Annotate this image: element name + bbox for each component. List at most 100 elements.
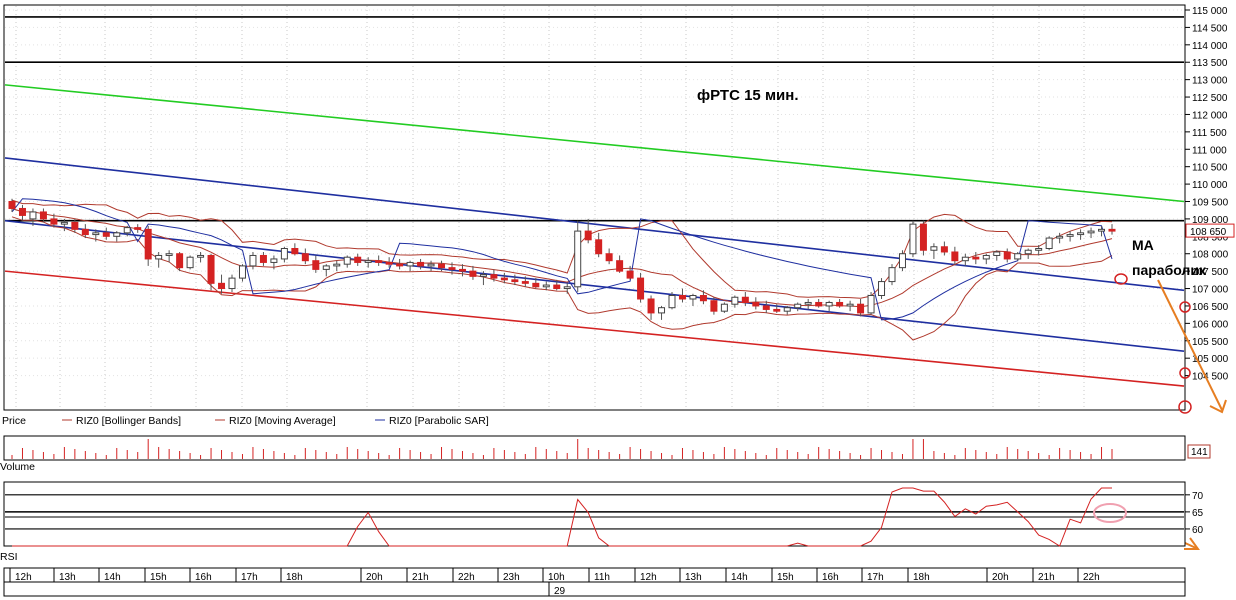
candle-body: [438, 263, 446, 269]
moving-average: [11, 208, 1113, 308]
candle-body: [1045, 237, 1053, 250]
date-label: 29: [554, 586, 566, 597]
candle-body: [1098, 228, 1106, 232]
trendline-red-lower: [4, 270, 1185, 387]
candle-body: [909, 223, 917, 255]
price-tick-label: 106 500: [1192, 302, 1229, 313]
time-tick-label: 22h: [1083, 572, 1100, 583]
time-tick-label: 20h: [992, 572, 1009, 583]
candle-body: [1087, 230, 1095, 234]
volume-label: Volume: [0, 461, 35, 473]
candle-body: [312, 260, 320, 270]
volume-panel-frame: [3, 435, 1186, 461]
parabolic-annotation: параболик: [1132, 262, 1207, 278]
candle-body: [637, 277, 645, 300]
price-tick-label: 111 500: [1192, 128, 1227, 139]
candle-body: [458, 268, 466, 272]
candles: [8, 198, 1116, 320]
candle-body: [616, 260, 624, 272]
price-tick-label: 110 500: [1192, 163, 1228, 174]
candle-body: [1035, 248, 1043, 251]
candle-body: [50, 218, 58, 225]
candle-body: [741, 296, 749, 303]
trendline-green: [4, 84, 1185, 203]
legend-bollinger-label: RIZ0 [Bollinger Bands]: [76, 415, 181, 427]
candle-body: [1077, 232, 1085, 236]
time-tick-label: 18h: [286, 572, 303, 583]
candle-body: [658, 307, 666, 314]
candle-body: [228, 277, 236, 290]
candle-body: [249, 254, 257, 267]
time-tick-label: 18h: [913, 572, 930, 583]
candle-body: [123, 227, 131, 234]
price-tick-label: 114 500: [1192, 23, 1228, 34]
candle-body: [595, 239, 603, 255]
candle-body: [39, 211, 47, 220]
rsi-panel: 70 65 60: [5, 487, 1204, 547]
volume-last-value: 141: [1191, 447, 1208, 458]
candle-body: [186, 256, 194, 269]
candle-body: [375, 260, 383, 263]
candle-body: [1014, 253, 1022, 260]
price-tick-label: 111 000: [1192, 145, 1227, 156]
price-tick-label: 104 500: [1192, 372, 1229, 383]
time-axis: 12h 13h 14h 15h 16h 17h 18h 20h 21h 22h 23h 10h 11h 1…: [9, 568, 1100, 596]
candle-body: [961, 256, 969, 262]
candle-body: [197, 254, 205, 258]
candle-body: [762, 305, 770, 310]
legend-price-label: Price: [2, 415, 26, 427]
candle-body: [71, 221, 79, 230]
bollinger-lower: [11, 216, 1113, 341]
candle-body: [511, 279, 519, 283]
candle-body: [301, 253, 309, 262]
time-tick-label: 16h: [195, 572, 212, 583]
candle-body: [238, 265, 246, 279]
candle-body: [134, 227, 142, 230]
time-tick-label: 21h: [1038, 572, 1055, 583]
candle-body: [951, 251, 959, 262]
time-tick-label: 21h: [412, 572, 429, 583]
legend-sar-label: RIZ0 [Parabolic SAR]: [389, 415, 489, 427]
time-tick-label: 23h: [503, 572, 520, 583]
candle-body: [490, 274, 498, 279]
candle-body: [291, 248, 299, 255]
candle-body: [605, 253, 613, 262]
indicator-lines: [11, 198, 1113, 341]
candle-body: [1003, 251, 1011, 260]
time-tick-label: 17h: [867, 572, 884, 583]
candle-body: [113, 232, 121, 237]
candle-body: [940, 246, 948, 253]
candle-body: [553, 284, 561, 290]
time-tick-label: 12h: [640, 572, 657, 583]
candle-body: [532, 282, 540, 288]
candle-body: [469, 270, 477, 277]
price-tick-label: 107 000: [1192, 285, 1229, 296]
candle-body: [176, 253, 184, 269]
price-tick-label: 108 000: [1192, 250, 1229, 261]
time-tick-label: 17h: [241, 572, 258, 583]
candle-body: [1066, 234, 1074, 237]
candle-body: [919, 223, 927, 251]
candle-body: [815, 301, 823, 307]
rsi-panel-frame: [3, 481, 1186, 547]
candle-body: [982, 254, 990, 260]
candle-body: [102, 232, 110, 237]
candle-body: [689, 295, 697, 300]
candle-body: [699, 295, 707, 302]
candle-body: [500, 277, 508, 281]
candle-body: [1024, 249, 1032, 255]
candle-body: [867, 295, 875, 314]
candle-body: [794, 303, 802, 309]
time-tick-label: 14h: [104, 572, 121, 583]
candle-body: [972, 256, 980, 260]
candle-body: [29, 211, 37, 220]
price-tick-label: 112 000: [1192, 110, 1228, 121]
candle-body: [668, 295, 676, 309]
time-tick-label: 15h: [777, 572, 794, 583]
candle-body: [626, 270, 634, 279]
price-tick-label: 109 000: [1192, 215, 1229, 226]
candle-body: [396, 263, 404, 267]
price-tick-label: 105 000: [1192, 354, 1229, 365]
rsi-arrowhead: [1184, 537, 1200, 550]
